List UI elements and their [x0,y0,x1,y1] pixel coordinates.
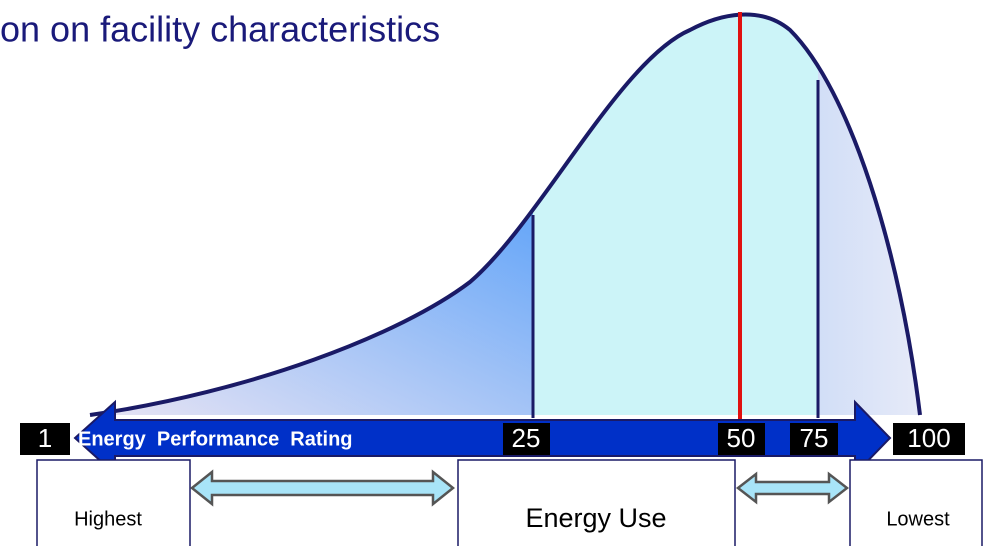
mark-label: 50 [727,423,756,453]
scale-marks: 1 Energy Performance Rating 25 50 75 100 [20,423,965,455]
title: on on facility characteristics [0,9,440,50]
mark-label: 1 [38,423,52,453]
mark-label: 75 [800,423,829,453]
mark-label: 100 [907,423,950,453]
scale-label: Energy Performance Rating [78,428,353,450]
double-arrows [189,469,850,507]
box-label: Energy Use [525,503,666,533]
bottom-boxes: Highest Energy Use Lowest [36,459,983,546]
mark-label: 25 [512,423,541,453]
box-label: Lowest [886,508,950,530]
box-label: Highest [74,508,142,530]
distribution-curve [89,12,922,420]
